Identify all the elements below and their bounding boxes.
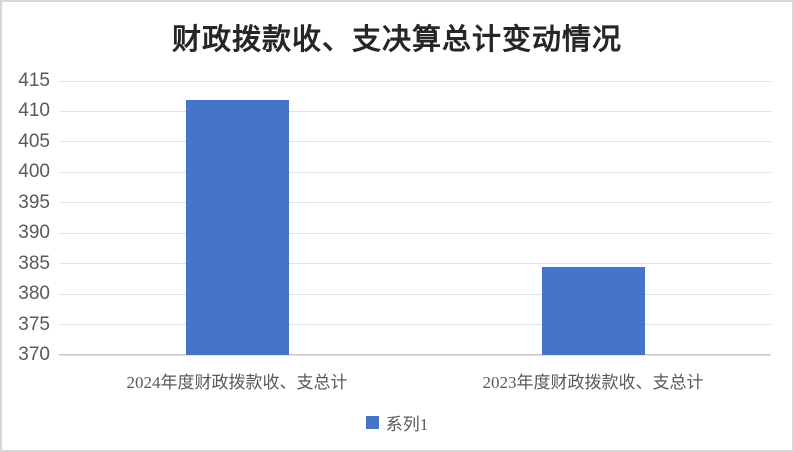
y-tick-label: 390 (18, 222, 50, 244)
y-tick-label: 400 (18, 161, 50, 183)
gridline (59, 171, 771, 173)
plot-area (59, 80, 771, 356)
y-tick-label: 370 (18, 344, 50, 365)
bar-2024年度财政拨款收、支总计 (185, 99, 289, 355)
x-category-label: 2023年度财政拨款收、支总计 (482, 373, 704, 392)
gridline (59, 202, 771, 204)
gridline (59, 141, 771, 143)
gridline (59, 354, 771, 356)
y-tick-label: 395 (18, 191, 50, 213)
gridline (59, 80, 771, 82)
legend: 系列1 (2, 410, 792, 435)
x-category-label: 2024年度财政拨款收、支总计 (126, 373, 348, 392)
legend-item: 系列1 (365, 410, 429, 435)
bar-2023年度财政拨款收、支总计 (541, 267, 645, 355)
y-tick-label: 415 (18, 70, 50, 91)
legend-swatch-icon (365, 416, 379, 429)
y-tick-label: 410 (18, 100, 50, 122)
gridline (59, 293, 771, 295)
y-tick-label: 385 (18, 252, 50, 274)
gridline (59, 110, 771, 112)
gridline (59, 324, 771, 326)
gridline (59, 232, 771, 234)
y-tick-label: 405 (18, 130, 50, 152)
chart-title: 财政拨款收、支决算总计变动情况 (171, 24, 622, 56)
legend-label: 系列1 (385, 415, 429, 434)
gridline (59, 263, 771, 265)
y-tick-label: 380 (18, 283, 50, 305)
y-tick-label: 375 (18, 313, 50, 335)
